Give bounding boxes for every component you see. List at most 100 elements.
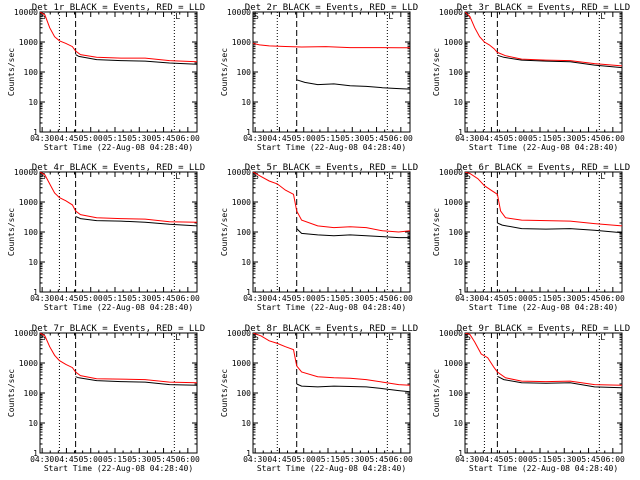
y-tick-label: 1 [33,128,38,137]
x-tick-label: 05:30 [340,455,364,464]
x-axis-label: Start Time (22-Aug-08 04:28:40) [469,143,618,152]
y-axis-label: Counts/sec [7,369,16,417]
y-axis-label: Counts/sec [220,208,229,256]
plot-frame [252,332,411,454]
x-tick-label: 05:15 [103,294,127,303]
y-tick-label: 10 [453,419,463,428]
plot-frame [464,332,623,454]
x-tick-label: 05:45 [577,134,601,143]
x-tick-label: 05:45 [365,455,389,464]
corner-mark-l: L [175,172,180,181]
y-tick-label: 1 [246,128,251,137]
x-tick-label: 06:00 [389,455,413,464]
y-tick-label: 100 [237,68,252,77]
corner-mark-s: S [254,12,259,21]
detector-panel-4: Det 4r BLACK = Events, RED = LLD 1 10 100 10… [7,163,205,312]
y-axis-label: Counts/sec [220,369,229,417]
y-tick-label: 1000 [444,359,463,368]
x-tick-label: 05:15 [528,134,552,143]
x-axis-label: Start Time (22-Aug-08 04:28:40) [469,464,618,473]
x-tick-label: 04:30 [243,455,267,464]
x-tick-label: 05:45 [365,134,389,143]
x-tick-label: 05:00 [504,294,528,303]
series-group [253,42,410,90]
x-tick-label: 05:30 [340,134,364,143]
x-axis-label: Start Time (22-Aug-08 04:28:40) [44,143,193,152]
panel-title: Det 3r BLACK = Events, RED = LLD [457,3,630,13]
lld-series-line [40,333,197,384]
x-tick-label: 05:00 [79,294,103,303]
plot-frame [252,11,411,133]
x-tick-label: 04:30 [455,455,479,464]
y-tick-label: 10000 [227,168,251,177]
plot-frame [252,171,411,293]
series-group [465,333,622,389]
corner-mark-l: L [175,12,180,21]
series-group [40,333,197,386]
lld-series-line [253,42,410,49]
x-tick-label: 05:30 [127,134,151,143]
y-tick-label: 10 [453,258,463,267]
y-tick-label: 1000 [444,38,463,47]
x-tick-label: 05:15 [316,134,340,143]
x-tick-label: 05:30 [127,294,151,303]
x-tick-label: 05:30 [552,294,576,303]
y-tick-label: 1 [33,449,38,458]
events-series-line [497,375,622,389]
y-tick-label: 10 [241,98,251,107]
corner-mark-l: L [600,12,605,21]
events-series-line [296,228,410,239]
detector-panel-7: Det 7r BLACK = Events, RED = LLD 1 10 100 10… [7,324,205,473]
corner-mark-s: S [466,172,471,181]
x-tick-label: 04:45 [479,455,503,464]
x-tick-label: 06:00 [601,455,625,464]
y-tick-label: 10000 [439,168,463,177]
corner-mark-s: S [41,12,46,21]
x-tick-label: 05:15 [316,455,340,464]
lld-series-line [40,172,197,223]
y-tick-label: 100 [449,228,464,237]
x-tick-label: 04:45 [479,134,503,143]
panel-title: Det 9r BLACK = Events, RED = LLD [457,324,630,334]
corner-mark-s: S [254,333,259,342]
x-tick-label: 06:00 [176,134,200,143]
x-tick-label: 05:00 [292,134,316,143]
y-tick-label: 100 [24,228,39,237]
x-tick-label: 05:15 [528,455,552,464]
corner-mark-l: L [175,333,180,342]
y-tick-label: 1000 [444,198,463,207]
x-tick-label: 04:45 [54,455,78,464]
x-tick-label: 05:00 [292,455,316,464]
panel-title: Det 6r BLACK = Events, RED = LLD [457,163,630,173]
lld-series-line [40,12,197,63]
y-tick-label: 1000 [232,359,251,368]
x-axis-label: Start Time (22-Aug-08 04:28:40) [44,303,193,312]
y-tick-label: 100 [449,389,464,398]
x-tick-label: 04:45 [54,294,78,303]
y-tick-label: 1000 [232,38,251,47]
corner-mark-l: L [388,12,393,21]
series-group [253,172,410,239]
plot-frame [39,171,198,293]
events-series-line [497,222,622,234]
x-tick-label: 06:00 [176,455,200,464]
corner-mark-s: S [41,333,46,342]
x-tick-label: 05:45 [577,455,601,464]
corner-mark-l: L [388,333,393,342]
x-axis-label: Start Time (22-Aug-08 04:28:40) [257,464,406,473]
y-tick-label: 1 [246,449,251,458]
x-tick-label: 05:15 [316,294,340,303]
x-tick-label: 05:15 [103,455,127,464]
plot-frame [39,11,198,133]
x-tick-label: 05:30 [552,134,576,143]
x-tick-label: 04:30 [243,134,267,143]
x-tick-label: 06:00 [601,294,625,303]
x-tick-label: 05:15 [103,134,127,143]
x-axis-label: Start Time (22-Aug-08 04:28:40) [44,464,193,473]
panel-title: Det 4r BLACK = Events, RED = LLD [32,163,205,173]
corner-mark-s: S [254,172,259,181]
y-tick-label: 10 [453,98,463,107]
panel-title: Det 8r BLACK = Events, RED = LLD [245,324,418,334]
x-tick-label: 06:00 [601,134,625,143]
